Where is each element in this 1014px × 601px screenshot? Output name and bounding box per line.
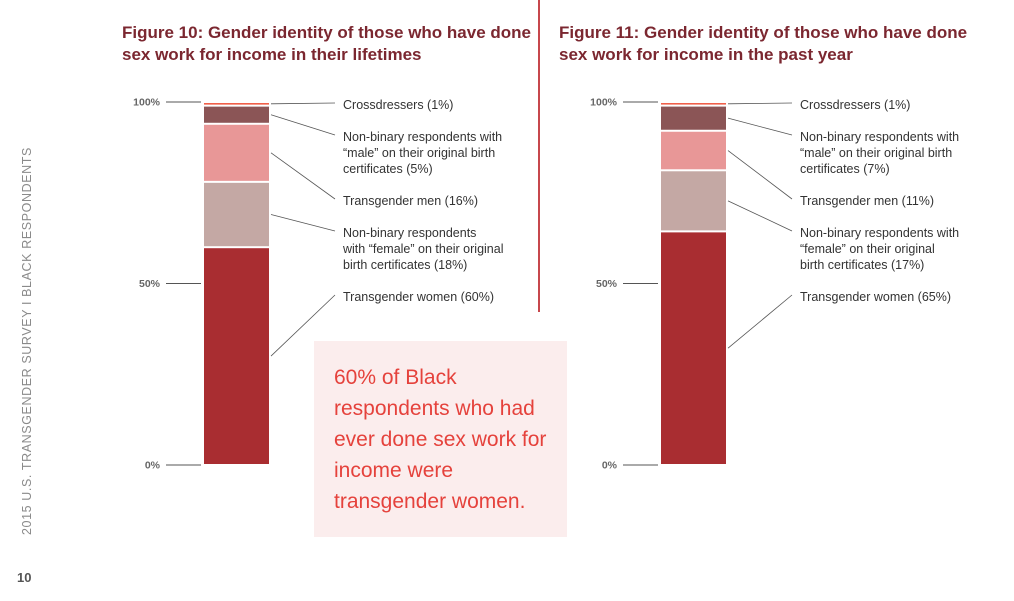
bar-segment	[661, 171, 726, 231]
series-label: Non-binary respondents with “female” on t…	[800, 226, 959, 272]
column-divider	[538, 0, 540, 312]
leader-line	[727, 102, 793, 105]
series-label: Crossdressers (1%)	[343, 98, 453, 112]
series-label: Transgender women (60%)	[343, 290, 494, 304]
series-label: Transgender women (65%)	[800, 290, 951, 304]
y-tick-label: 0%	[145, 460, 161, 472]
figure-11-title: Figure 11: Gender identity of those who …	[559, 23, 968, 64]
leader-line	[270, 214, 336, 232]
bar-segment	[661, 106, 726, 130]
leader-line	[727, 117, 793, 136]
y-tick-label: 50%	[139, 278, 161, 290]
bar-segment	[204, 106, 269, 123]
bar-segment	[661, 103, 726, 105]
figure-11-chart: 0% 50% 100% Transgender women (65%) Non-bina…	[590, 97, 959, 472]
leader-line	[727, 294, 793, 349]
bar-segment	[661, 131, 726, 170]
leader-line	[270, 114, 336, 136]
page-number: 10	[17, 570, 32, 585]
leader-line	[727, 150, 793, 200]
series-label: Transgender men (16%)	[343, 194, 478, 208]
y-tick-label: 50%	[596, 278, 618, 290]
leader-line	[270, 294, 336, 357]
series-label: Non-binary respondents with “female” on t…	[342, 226, 504, 272]
callout-box: 60% of Black respondents who had ever do…	[314, 341, 567, 537]
bar-segment	[661, 232, 726, 464]
figure-10-title: Figure 10: Gender identity of those who …	[122, 23, 531, 64]
bar-segment	[204, 182, 269, 247]
series-label: Crossdressers (1%)	[800, 98, 910, 112]
callout-text: 60% of Black respondents who had ever do…	[334, 366, 547, 513]
bar-segment	[204, 103, 269, 105]
y-tick-label: 100%	[590, 97, 618, 109]
y-tick-label: 100%	[133, 97, 161, 109]
series-label: Transgender men (11%)	[800, 194, 934, 208]
leader-line	[270, 102, 336, 105]
leader-line	[727, 200, 793, 232]
bar-segment	[204, 248, 269, 464]
series-label: Non-binary respondents with “male” on the…	[800, 130, 959, 176]
bar-segment	[204, 124, 269, 181]
figure-10-chart: 0% 50% 100% Transgender women (60%) Non-bina…	[133, 97, 504, 472]
leader-line	[270, 152, 336, 200]
series-label: Non-binary respondents with “male” on the…	[343, 130, 502, 176]
y-tick-label: 0%	[602, 460, 618, 472]
